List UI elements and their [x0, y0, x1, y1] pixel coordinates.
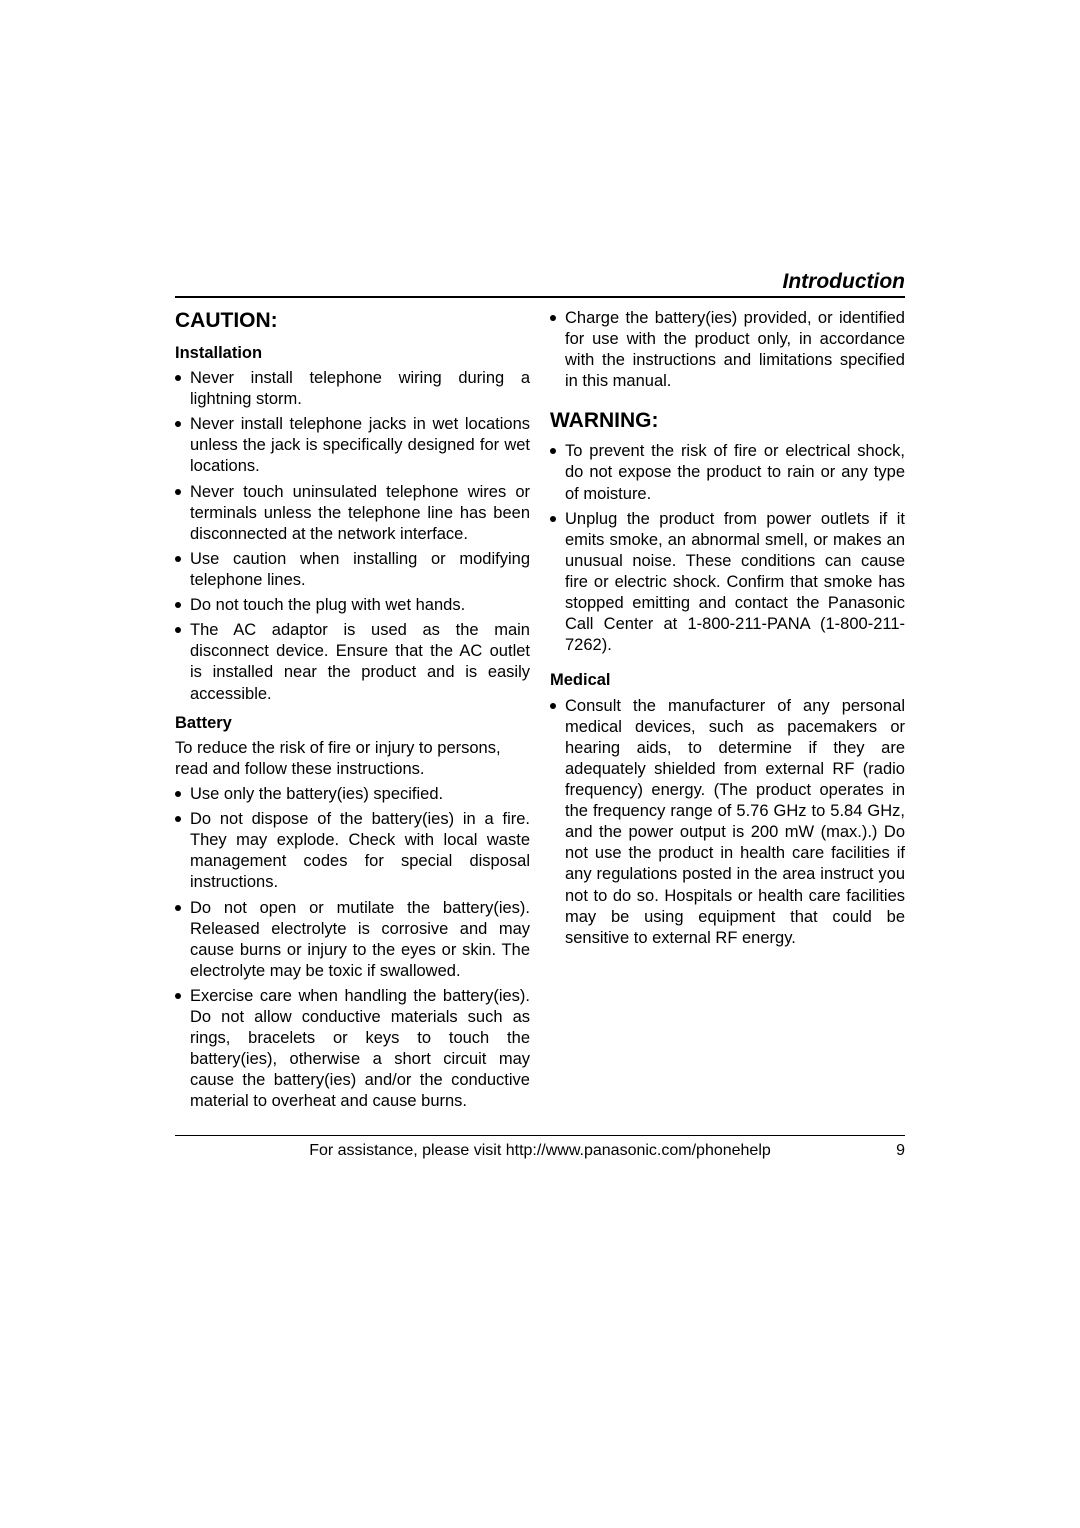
- list-item: Consult the manufacturer of any personal…: [550, 696, 905, 949]
- list-item: Do not dispose of the battery(ies) in a …: [175, 809, 530, 893]
- list-item: Never touch uninsulated telephone wires …: [175, 482, 530, 545]
- caution-heading: CAUTION:: [175, 308, 530, 335]
- header-title: Introduction: [783, 270, 905, 293]
- warning-list: To prevent the risk of fire or electrica…: [550, 441, 905, 656]
- list-item: To prevent the risk of fire or electrica…: [550, 441, 905, 504]
- list-item: Exercise care when handling the battery(…: [175, 986, 530, 1113]
- footer-text: For assistance, please visit http://www.…: [205, 1142, 875, 1160]
- right-column: Charge the battery(ies) provided, or ide…: [550, 308, 905, 1117]
- battery-list: Use only the battery(ies) specified. Do …: [175, 784, 530, 1113]
- page-number: 9: [875, 1142, 905, 1160]
- list-item: Charge the battery(ies) provided, or ide…: [550, 308, 905, 392]
- list-item: Unplug the product from power outlets if…: [550, 509, 905, 657]
- content-columns: CAUTION: Installation Never install tele…: [175, 308, 905, 1117]
- battery-continued-list: Charge the battery(ies) provided, or ide…: [550, 308, 905, 392]
- battery-intro: To reduce the risk of fire or injury to …: [175, 738, 530, 780]
- list-item: Do not touch the plug with wet hands.: [175, 595, 530, 616]
- medical-subheading: Medical: [550, 670, 905, 691]
- list-item: The AC adaptor is used as the main disco…: [175, 620, 530, 704]
- list-item: Do not open or mutilate the battery(ies)…: [175, 898, 530, 982]
- warning-heading: WARNING:: [550, 408, 905, 435]
- medical-list: Consult the manufacturer of any personal…: [550, 696, 905, 949]
- list-item: Never install telephone wiring during a …: [175, 368, 530, 410]
- list-item: Use caution when installing or modifying…: [175, 549, 530, 591]
- page-footer: For assistance, please visit http://www.…: [175, 1135, 905, 1160]
- installation-list: Never install telephone wiring during a …: [175, 368, 530, 705]
- installation-subheading: Installation: [175, 343, 530, 364]
- page-header: Introduction: [175, 270, 905, 298]
- footer-spacer: [175, 1142, 205, 1160]
- left-column: CAUTION: Installation Never install tele…: [175, 308, 530, 1117]
- battery-subheading: Battery: [175, 713, 530, 734]
- list-item: Use only the battery(ies) specified.: [175, 784, 530, 805]
- list-item: Never install telephone jacks in wet loc…: [175, 414, 530, 477]
- page-container: Introduction CAUTION: Installation Never…: [175, 270, 905, 1160]
